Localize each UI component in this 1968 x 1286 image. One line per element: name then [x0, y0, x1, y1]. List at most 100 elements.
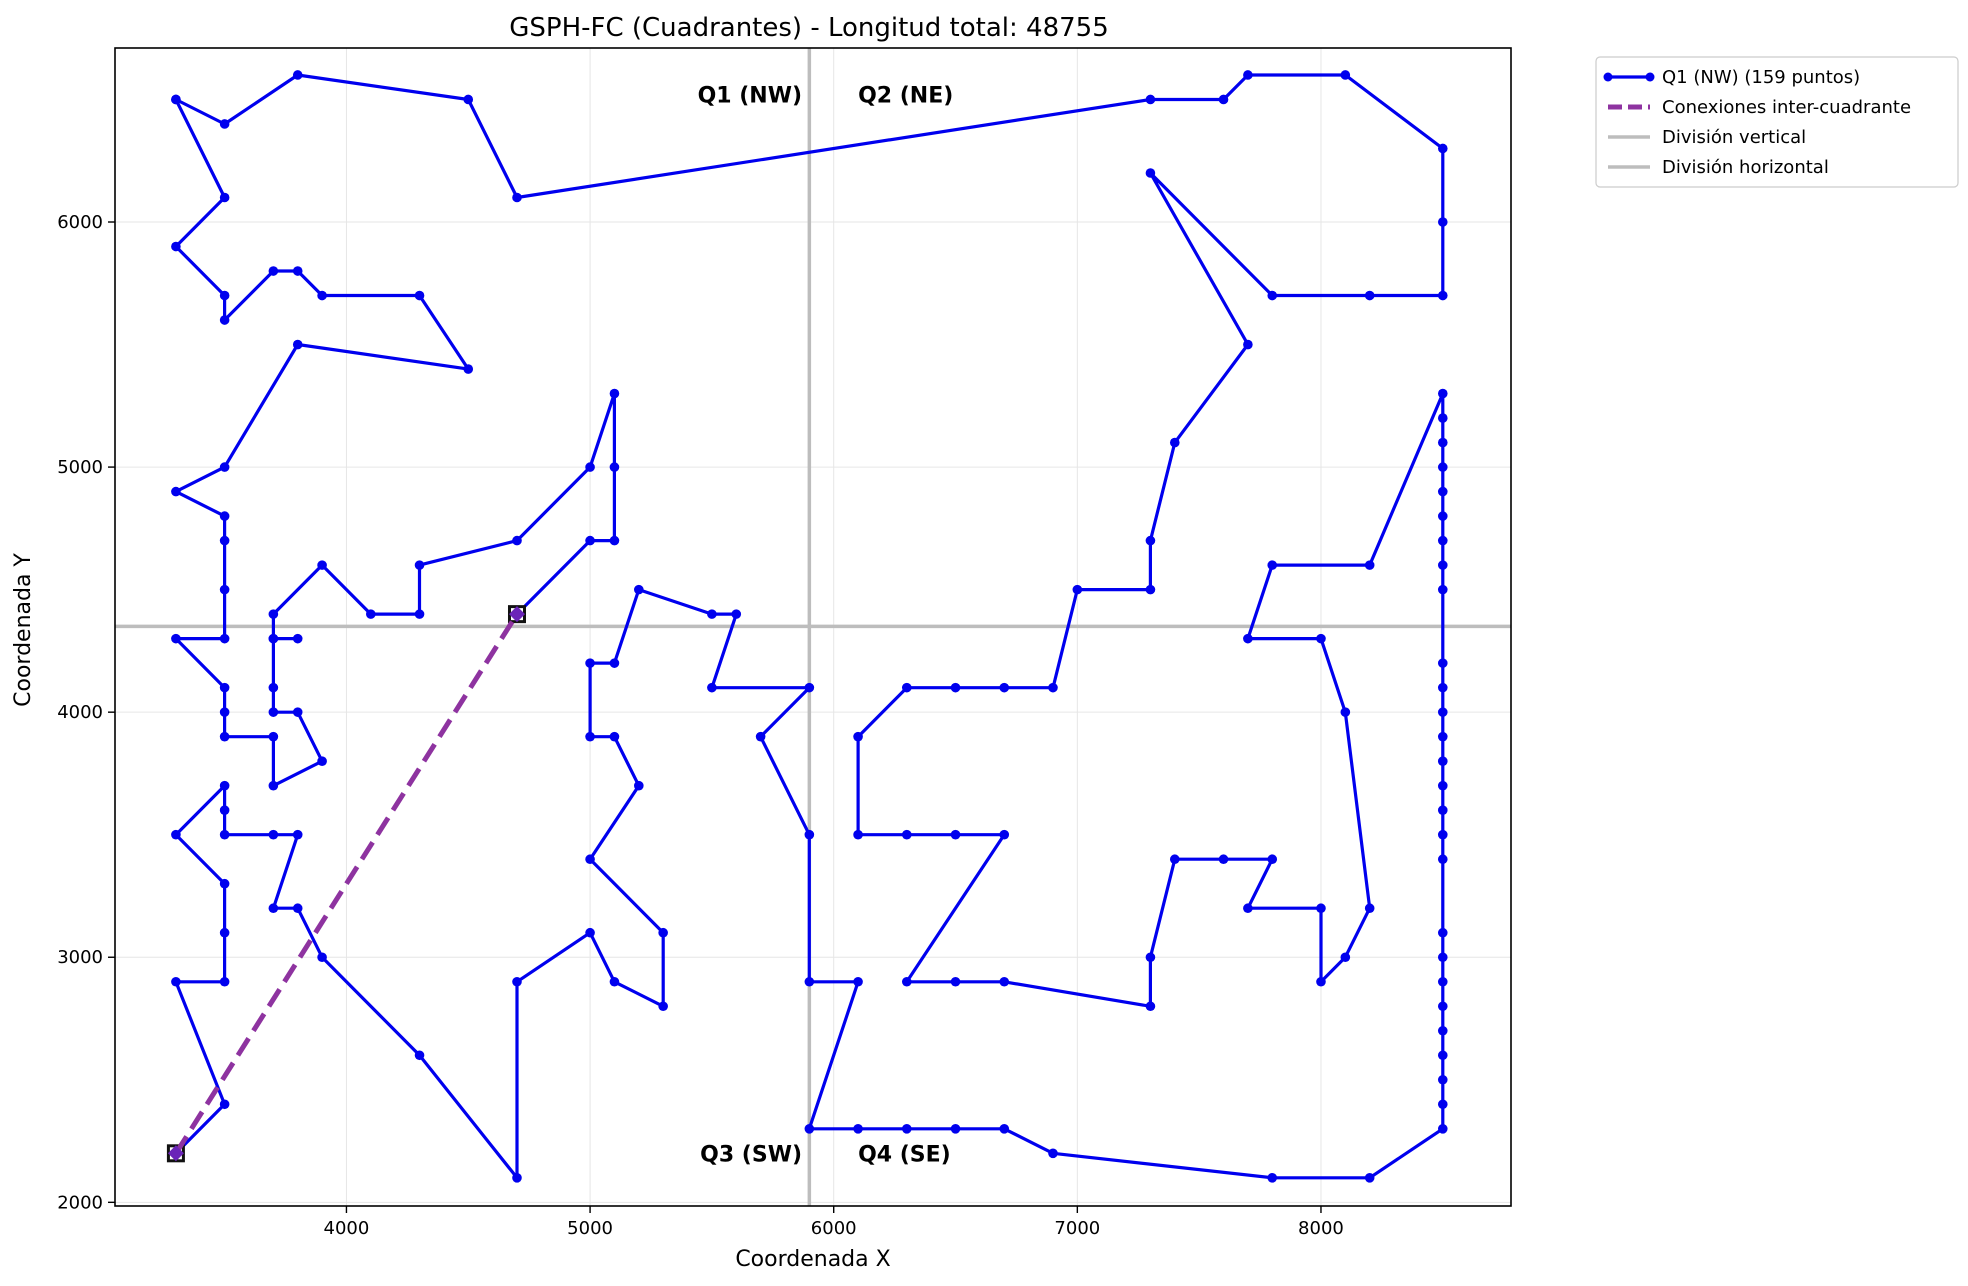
route-point — [219, 829, 230, 840]
quadrant-label: Q3 (SW) — [700, 1142, 802, 1167]
quadrant-label: Q1 (NW) — [698, 84, 802, 109]
route-point — [1437, 217, 1448, 227]
route-point — [901, 976, 912, 987]
route-point — [755, 731, 766, 742]
quadrant-label: Q2 (NE) — [858, 84, 953, 109]
route-point — [1437, 437, 1448, 448]
route-point — [414, 1050, 425, 1061]
route-point — [950, 1124, 961, 1134]
y-axis-label: Coordenada Y — [11, 553, 36, 707]
route-point — [1145, 952, 1156, 963]
route-point — [804, 682, 815, 693]
route-point — [268, 731, 279, 742]
route-point — [804, 1124, 815, 1134]
route-point — [999, 976, 1010, 987]
legend-box — [1595, 56, 1959, 188]
y-tick-label: 5000 — [57, 457, 103, 478]
route-point — [1437, 829, 1448, 840]
route-point — [1267, 290, 1278, 301]
legend-entry-label: División vertical — [1662, 127, 1806, 148]
route-point — [585, 658, 595, 668]
y-tick-label: 6000 — [57, 212, 103, 233]
route-point — [292, 70, 303, 80]
route-point — [1364, 290, 1375, 301]
y-tick-label: 4000 — [57, 702, 103, 723]
route-point — [219, 682, 230, 693]
route-point — [171, 94, 181, 105]
route-point — [1437, 952, 1448, 963]
route-point — [171, 976, 181, 987]
route-point — [268, 707, 279, 717]
route-point — [268, 780, 279, 791]
route-point — [219, 315, 230, 325]
route-point — [609, 658, 620, 668]
route-point — [1048, 682, 1058, 693]
route-point — [219, 192, 230, 203]
legend-swatch-marker — [1645, 72, 1655, 82]
legend-swatch-marker — [1603, 72, 1613, 82]
route-point — [1437, 486, 1448, 497]
x-tick-label: 8000 — [1298, 1218, 1344, 1239]
route-point — [1145, 168, 1156, 178]
route-point — [950, 976, 961, 987]
route-point — [1364, 560, 1375, 570]
route-point — [1437, 731, 1448, 742]
route-point — [609, 388, 620, 399]
route-point — [268, 266, 279, 276]
route-point — [853, 1124, 863, 1134]
route-point — [804, 829, 815, 840]
route-point — [219, 707, 230, 717]
route-line-segment — [174, 98, 616, 788]
route-point — [999, 682, 1010, 693]
route-point — [1243, 903, 1253, 914]
route-point — [1243, 633, 1253, 644]
route-point — [512, 535, 522, 546]
route-point — [1243, 70, 1253, 80]
route-point — [1267, 854, 1278, 865]
route-point — [609, 731, 620, 742]
route-point — [219, 584, 230, 595]
route-point — [1437, 388, 1448, 399]
route-point — [1437, 658, 1448, 668]
route-point — [219, 290, 230, 301]
route-point — [731, 609, 742, 619]
legend-entry-label: Q1 (NW) (159 puntos) — [1662, 67, 1860, 88]
route-point — [317, 560, 327, 570]
route-point — [317, 290, 327, 301]
route-point — [171, 633, 181, 644]
route-point — [999, 829, 1010, 840]
route-point — [1169, 437, 1180, 448]
route-point — [634, 780, 644, 791]
route-point — [707, 609, 717, 619]
route-point — [268, 633, 279, 644]
route-point — [1437, 1074, 1448, 1085]
endpoint-diamond — [508, 606, 525, 623]
x-tick-label: 7000 — [1054, 1218, 1100, 1239]
route-point — [1437, 511, 1448, 521]
route-point — [219, 119, 230, 129]
route-point — [1437, 1099, 1448, 1110]
quadrant-label: Q4 (SE) — [858, 1142, 951, 1167]
route-point — [317, 952, 327, 963]
route-point — [317, 756, 327, 766]
route-point — [1048, 1148, 1058, 1159]
route-point — [219, 1099, 230, 1110]
route-point — [1267, 560, 1278, 570]
route-point — [1169, 854, 1180, 865]
route-point — [219, 535, 230, 546]
route-point — [609, 976, 620, 987]
route-point — [1364, 903, 1375, 914]
route-point — [585, 927, 595, 938]
endpoint-diamond — [167, 1145, 184, 1162]
route-point — [366, 609, 376, 619]
route-point — [1437, 976, 1448, 987]
route-point — [292, 903, 303, 914]
route-point — [1437, 413, 1448, 423]
route-point — [512, 976, 522, 987]
route-point — [219, 780, 230, 791]
route-point — [268, 609, 279, 619]
route-point — [853, 976, 863, 987]
route-point — [219, 927, 230, 938]
